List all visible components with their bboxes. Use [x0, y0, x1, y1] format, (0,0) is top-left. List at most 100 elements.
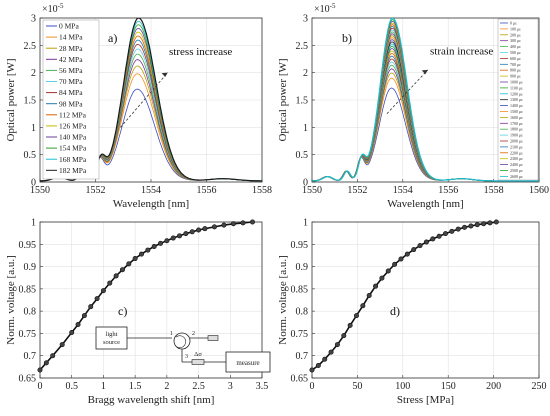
legend-entry: 70 MPa	[59, 77, 83, 86]
data-point	[341, 333, 347, 339]
data-point	[94, 296, 100, 302]
y-tick-label: 2.5	[24, 41, 37, 52]
data-point	[230, 221, 236, 227]
data-point	[177, 233, 183, 239]
detector-label: measure	[236, 359, 259, 367]
y-tick-label: 0.9	[24, 262, 37, 273]
data-point	[379, 275, 385, 281]
y-tick-label: 0.7	[296, 351, 309, 362]
legend-entry: 140 MPa	[59, 133, 87, 142]
y-tick-label: 3	[303, 14, 308, 25]
legend-entry: 100 με	[510, 26, 521, 31]
data-point	[328, 349, 334, 355]
x-axis-label: Wavelength [nm]	[113, 198, 189, 210]
y-tick-label: 1.5	[296, 96, 309, 107]
x-tick-label: 100	[395, 381, 410, 392]
data-point	[138, 251, 144, 257]
annotation-arrowhead	[161, 72, 168, 77]
data-point	[404, 251, 410, 257]
data-point	[436, 233, 442, 239]
y-tick-label: 0.85	[19, 284, 37, 295]
data-point	[132, 256, 138, 262]
y-tick-label: 0.75	[19, 329, 37, 340]
legend-entry: 0 MPa	[59, 22, 79, 31]
data-point	[189, 229, 195, 235]
y-tick-label: 0.65	[291, 374, 309, 385]
plot-frame	[311, 17, 540, 183]
data-point	[145, 247, 151, 253]
x-tick-label: 1558	[484, 185, 504, 196]
x-tick-label: 2.5	[192, 381, 205, 392]
plot-frame	[311, 221, 540, 379]
x-tick-label: 3.5	[256, 381, 269, 392]
y-tick-label: 0.5	[296, 150, 309, 161]
x-tick-label: 1552	[86, 185, 106, 196]
data-point	[69, 330, 75, 336]
legend-entry: 2500 με	[510, 168, 523, 173]
chart-panel-2: 1550 1552 1554 1556 1558 1560 0 0.5 1 1.5 2 2.5 3 Wav…	[277, 2, 549, 210]
legend-entry: 1000 με	[510, 80, 523, 85]
legend-entry: 182 MPa	[59, 166, 87, 175]
x-tick-label: 1558	[252, 185, 272, 196]
annotation-arrow	[386, 69, 429, 114]
legend-entry: 2300 με	[510, 156, 523, 161]
data-point	[373, 283, 379, 289]
chart-panel-1: 1550 1552 1554 1556 1558 0 0.5 1 1.5 2 2.5 3 Wavelen…	[5, 2, 272, 210]
legend-entry: 900 με	[510, 74, 521, 79]
y-tick-label: 0.9	[296, 262, 309, 273]
detector-box	[225, 351, 271, 373]
data-point	[240, 220, 246, 226]
y-axis-label: Norm. voltage [a.u.]	[5, 255, 17, 345]
data-point	[481, 221, 487, 227]
port-label: 2	[192, 331, 195, 337]
data-point	[487, 220, 493, 226]
data-point	[334, 342, 340, 348]
x-axis-label: Stress [MPa]	[397, 394, 454, 406]
legend-entry: 126 MPa	[59, 122, 87, 131]
circulator-icon	[173, 332, 191, 350]
x-tick-label: 1554	[141, 185, 161, 196]
x-tick-label: 2	[164, 381, 169, 392]
data-point	[430, 236, 436, 242]
x-tick-label: 250	[532, 381, 547, 392]
port-label: 1	[170, 331, 173, 337]
strain-label: Δσ	[194, 351, 202, 358]
data-point	[417, 243, 423, 249]
port-label: 3	[185, 354, 188, 360]
x-tick-label: 1560	[529, 185, 549, 196]
y-tick-label: 1.5	[24, 96, 37, 107]
legend-entry: 84 MPa	[59, 88, 83, 97]
x-tick-label: 0	[310, 381, 315, 392]
y-tick-label: 0.85	[291, 284, 309, 295]
y-tick-label: 0.8	[296, 307, 309, 318]
panel-label: c)	[118, 304, 127, 318]
legend-entry: 1700 με	[510, 121, 523, 126]
data-point	[88, 304, 94, 310]
legend-entry: 700 με	[510, 62, 521, 67]
legend-entry: 200 με	[510, 32, 521, 37]
data-point	[309, 367, 315, 373]
legend-box	[42, 19, 100, 180]
data-point	[347, 322, 353, 328]
legend-entry: 56 MPa	[59, 66, 83, 75]
data-point	[170, 235, 176, 241]
data-point	[462, 224, 468, 230]
legend-entry: 2000 με	[510, 139, 523, 144]
data-point	[322, 356, 328, 362]
data-point	[50, 353, 56, 359]
x-tick-label: 1554	[393, 185, 413, 196]
legend-entry: 400 με	[510, 44, 521, 49]
axis-exponent: ×10-5	[42, 2, 64, 15]
y-tick-label: 1	[303, 123, 308, 134]
y-tick-label: 0.95	[19, 240, 37, 251]
data-point	[449, 228, 455, 234]
data-point	[59, 342, 65, 348]
y-tick-label: 2	[31, 68, 36, 79]
data-point	[107, 280, 113, 286]
legend-entry: 600 με	[510, 56, 521, 61]
x-tick-label: 1556	[197, 185, 217, 196]
legend-entry: 112 MPa	[59, 110, 87, 119]
data-point	[249, 219, 255, 225]
series-line-27	[312, 18, 539, 182]
